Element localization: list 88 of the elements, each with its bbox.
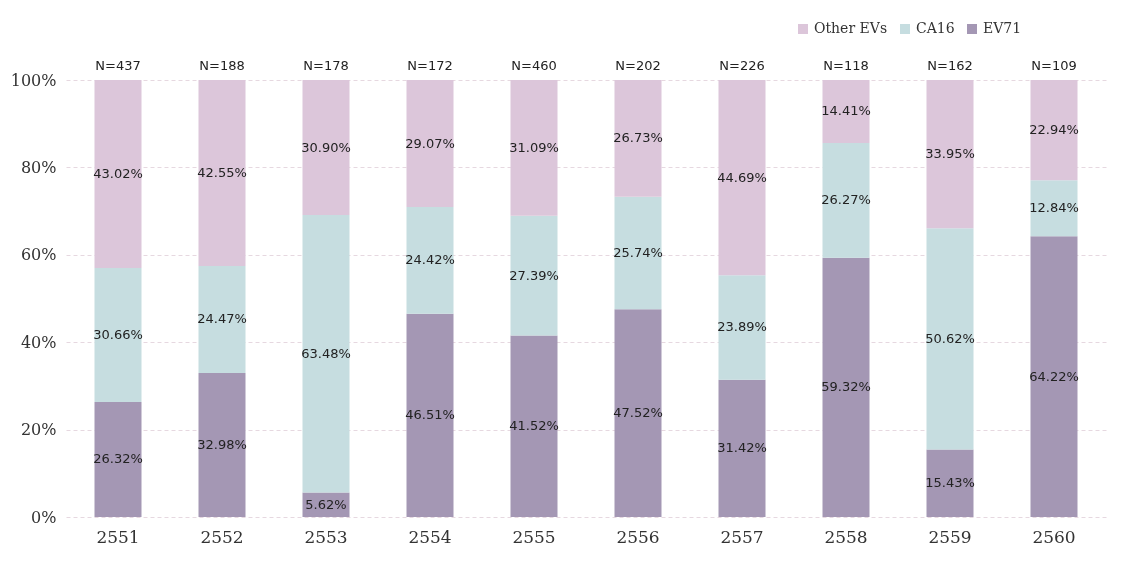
bar: [302, 215, 350, 493]
data-label: 14.41%: [821, 103, 871, 119]
data-label: 23.89%: [717, 319, 767, 335]
data-label: 30.66%: [93, 326, 143, 342]
bar: [406, 313, 454, 517]
bar: [198, 265, 246, 373]
annotation: N=162: [927, 58, 973, 73]
bar: [718, 379, 766, 517]
bar: [926, 449, 974, 517]
annotation: N=226: [719, 58, 765, 73]
bar: [406, 80, 454, 208]
bar: [822, 142, 870, 258]
data-label: 31.42%: [717, 440, 767, 456]
data-label: 59.32%: [821, 379, 871, 395]
x-tick-label: 2555: [512, 526, 556, 547]
x-tick-label: 2559: [928, 526, 972, 547]
bar: [94, 401, 142, 517]
data-label: 50.62%: [925, 330, 975, 346]
bar: [822, 257, 870, 517]
bar: [614, 196, 662, 310]
bar: [926, 80, 974, 229]
y-tick-label: 20%: [20, 420, 57, 440]
bar: [510, 80, 558, 216]
data-label: 30.90%: [301, 139, 351, 155]
annotation: N=460: [511, 58, 557, 73]
bar: [94, 268, 142, 402]
bar: [94, 80, 142, 268]
bar: [614, 309, 662, 517]
x-tick-label: 2558: [824, 526, 868, 547]
data-label: 64.22%: [1029, 368, 1079, 384]
x-tick-label: 2560: [1032, 526, 1076, 547]
bar: [510, 215, 558, 336]
bar: [1030, 236, 1078, 517]
data-label: 26.73%: [613, 130, 663, 146]
data-label: 47.52%: [613, 405, 663, 421]
x-tick-label: 2552: [200, 526, 244, 547]
annotation: N=437: [95, 58, 141, 73]
bar: [822, 80, 870, 143]
annotation: N=188: [199, 58, 245, 73]
bar: [510, 335, 558, 517]
data-label: 5.62%: [305, 496, 347, 512]
y-tick-label: 0%: [31, 507, 57, 527]
data-label: 32.98%: [197, 436, 247, 452]
bar: [614, 80, 662, 197]
data-label: 26.27%: [821, 192, 871, 208]
data-label: 25.74%: [613, 245, 663, 261]
annotation: N=202: [615, 58, 661, 73]
legend-label: CA16: [916, 20, 955, 36]
x-tick-label: 2551: [96, 526, 140, 547]
legend-label: EV71: [983, 20, 1022, 36]
x-tick-label: 2553: [304, 526, 348, 547]
x-tick-label: 2556: [616, 526, 660, 547]
bar: [926, 228, 974, 450]
y-tick-label: 100%: [10, 70, 57, 90]
data-label: 44.69%: [717, 169, 767, 185]
data-label: 24.47%: [197, 311, 247, 327]
bar: [198, 372, 246, 517]
y-tick-label: 60%: [20, 245, 57, 265]
data-label: 15.43%: [925, 475, 975, 491]
data-label: 46.51%: [405, 407, 455, 423]
annotation: N=178: [303, 58, 349, 73]
data-label: 24.42%: [405, 252, 455, 268]
data-label: 42.55%: [197, 164, 247, 180]
annotation: N=109: [1031, 58, 1077, 73]
data-label: 31.09%: [509, 139, 559, 155]
legend-label: Other EVs: [814, 20, 888, 36]
annotation: N=118: [823, 58, 869, 73]
annotation: N=172: [407, 58, 453, 73]
data-label: 41.52%: [509, 418, 559, 434]
y-tick-label: 80%: [20, 157, 57, 177]
bar: [1030, 80, 1078, 181]
data-label: 33.95%: [925, 146, 975, 162]
data-label: 12.84%: [1029, 200, 1079, 216]
data-label: 26.32%: [93, 451, 143, 467]
data-label: 63.48%: [301, 345, 351, 361]
bar: [718, 275, 766, 380]
bar: [406, 207, 454, 314]
bar: [302, 80, 350, 216]
data-label: 43.02%: [93, 166, 143, 181]
data-label: 22.94%: [1029, 122, 1079, 138]
bar: [1030, 180, 1078, 237]
bar: [718, 80, 766, 276]
data-label: 27.39%: [509, 267, 559, 283]
x-tick-label: 2554: [408, 526, 452, 547]
data-label: 29.07%: [405, 135, 455, 151]
y-tick-label: 40%: [20, 332, 57, 352]
x-tick-label: 2557: [720, 526, 764, 547]
bar: [198, 80, 246, 266]
